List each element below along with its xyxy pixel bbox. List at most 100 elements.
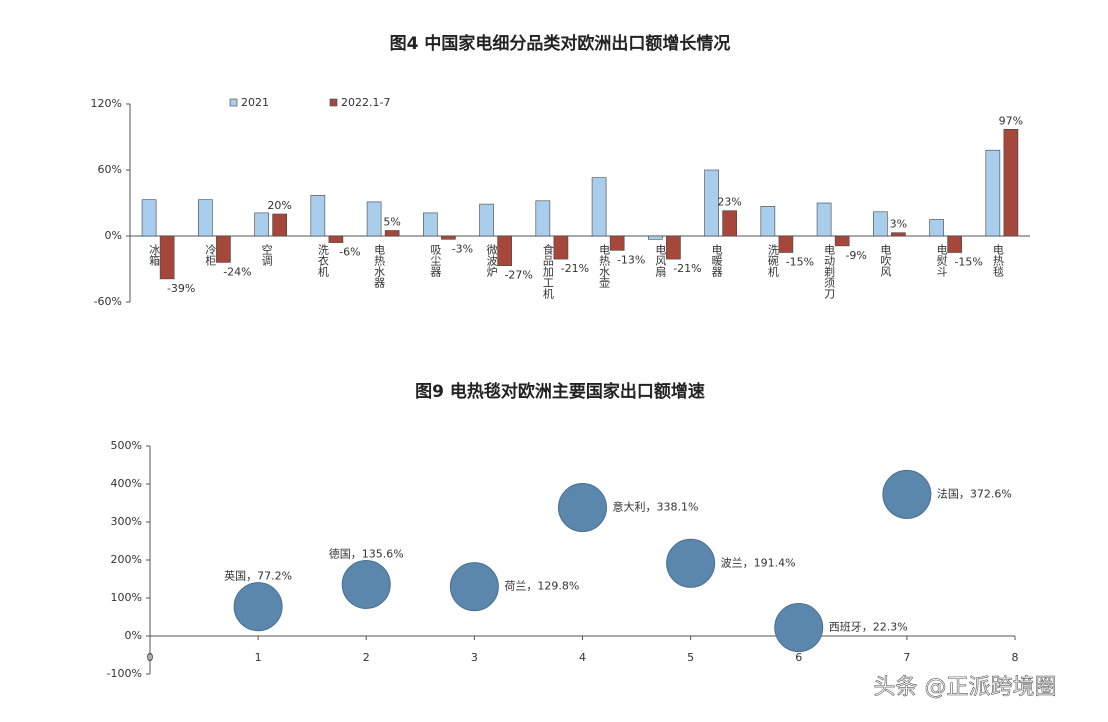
bar xyxy=(366,201,382,237)
data-label: 法国，372.6% xyxy=(937,486,1012,500)
data-label: -21% xyxy=(561,262,589,275)
bar xyxy=(666,235,681,260)
bar xyxy=(159,235,175,280)
x-tick-label: 8 xyxy=(1012,651,1019,664)
y-tick-label: 120% xyxy=(91,97,122,110)
bubble xyxy=(774,603,824,653)
data-label: -39% xyxy=(167,282,195,295)
data-label: 3% xyxy=(890,218,907,231)
x-tick-label: 冰箱 xyxy=(148,244,161,267)
bar xyxy=(648,235,663,240)
bar xyxy=(778,235,794,253)
y-tick-label: 300% xyxy=(111,515,142,528)
x-tick-label: 电热毯 xyxy=(991,244,1004,277)
bar xyxy=(254,212,269,237)
data-label: 5% xyxy=(383,216,400,229)
bar xyxy=(423,212,438,237)
bar xyxy=(272,213,287,237)
y-tick-label: 0% xyxy=(125,629,142,642)
data-label: 97% xyxy=(999,114,1023,127)
bar xyxy=(328,235,344,243)
bar xyxy=(873,211,888,237)
x-tick-label: 5 xyxy=(687,651,694,664)
bar xyxy=(535,200,551,237)
data-label: -6% xyxy=(339,246,360,259)
x-tick-label: 2 xyxy=(363,651,370,664)
data-label: -9% xyxy=(845,249,866,262)
x-tick-label: 冷柜 xyxy=(204,244,217,267)
bubble xyxy=(341,559,391,609)
data-label: -15% xyxy=(954,256,982,269)
data-label: -21% xyxy=(673,262,701,275)
bar xyxy=(722,210,737,237)
legend-swatch xyxy=(229,98,238,107)
y-tick-label: 200% xyxy=(111,553,142,566)
x-tick-label: 7 xyxy=(903,651,910,664)
x-tick-label: 微波炉 xyxy=(485,243,498,278)
y-tick-label: 500% xyxy=(111,439,142,452)
data-label: 意大利，338.1% xyxy=(613,500,699,514)
data-label: -27% xyxy=(504,269,532,282)
data-label: 英国，77.2% xyxy=(224,569,292,583)
x-tick-label: 电暖器 xyxy=(710,244,723,278)
legend-label: 2022.1-7 xyxy=(341,96,390,109)
y-tick-label: 100% xyxy=(111,591,142,604)
bar xyxy=(609,235,625,251)
bubble xyxy=(882,469,932,519)
bar xyxy=(929,219,944,237)
y-tick-label: -60% xyxy=(94,295,122,308)
bar xyxy=(141,199,157,237)
data-label: -3% xyxy=(452,242,473,255)
x-tick-label: 电风扇 xyxy=(654,244,667,278)
x-tick-label: 4 xyxy=(579,651,586,664)
data-label: 波兰，191.4% xyxy=(721,556,796,569)
bar xyxy=(760,206,776,237)
data-label: -15% xyxy=(786,256,814,269)
bubble xyxy=(666,538,716,588)
x-tick-label: 电热水器 xyxy=(373,244,386,289)
x-tick-label: 洗衣机 xyxy=(316,244,329,277)
data-label: 德国，135.6% xyxy=(329,546,404,560)
bar xyxy=(985,149,1001,237)
bubble xyxy=(449,562,499,612)
x-tick-label: 食品加工机 xyxy=(541,243,554,299)
bar xyxy=(704,169,719,237)
x-tick-label: 1 xyxy=(255,651,262,664)
bubble xyxy=(558,483,607,533)
y-tick-label: 400% xyxy=(111,477,142,490)
bar xyxy=(816,202,832,237)
chart-title: 图9 电热毯对欧洲主要国家出口额增速 xyxy=(415,381,705,402)
data-label: 荷兰，129.8% xyxy=(504,580,579,593)
legend-swatch xyxy=(329,98,338,107)
legend-label: 2021 xyxy=(241,96,269,109)
bar xyxy=(834,235,850,247)
data-label: 20% xyxy=(267,199,291,212)
x-tick-label: 洗碗机 xyxy=(766,244,779,277)
bar xyxy=(441,235,456,240)
data-label: 西班牙，22.3% xyxy=(829,621,908,634)
bar xyxy=(497,235,512,267)
data-label: -13% xyxy=(617,253,645,266)
watermark: 头条 @正派跨境圈 xyxy=(874,675,1057,700)
bar xyxy=(198,199,213,237)
bubble xyxy=(233,582,283,632)
bar xyxy=(1003,129,1019,237)
x-tick-label: 电吹风 xyxy=(879,244,892,277)
x-tick-label: 电动剃须刀 xyxy=(823,244,836,300)
bar xyxy=(553,235,569,260)
x-tick-label: 6 xyxy=(795,651,802,664)
y-tick-label: 60% xyxy=(98,163,122,176)
data-label: 23% xyxy=(717,196,741,209)
x-tick-label: 吸尘器 xyxy=(429,244,442,278)
x-tick-label: 电热水壶 xyxy=(598,244,611,288)
x-tick-label: 空调 xyxy=(260,243,273,267)
y-tick-label: 0% xyxy=(105,229,122,242)
x-tick-label: 电熨斗 xyxy=(935,244,948,277)
bar xyxy=(947,235,962,253)
bar xyxy=(591,177,607,237)
y-tick-label: -100% xyxy=(107,667,142,680)
bar xyxy=(310,195,326,237)
chart-title: 图4 中国家电细分品类对欧洲出口额增长情况 xyxy=(390,33,731,54)
